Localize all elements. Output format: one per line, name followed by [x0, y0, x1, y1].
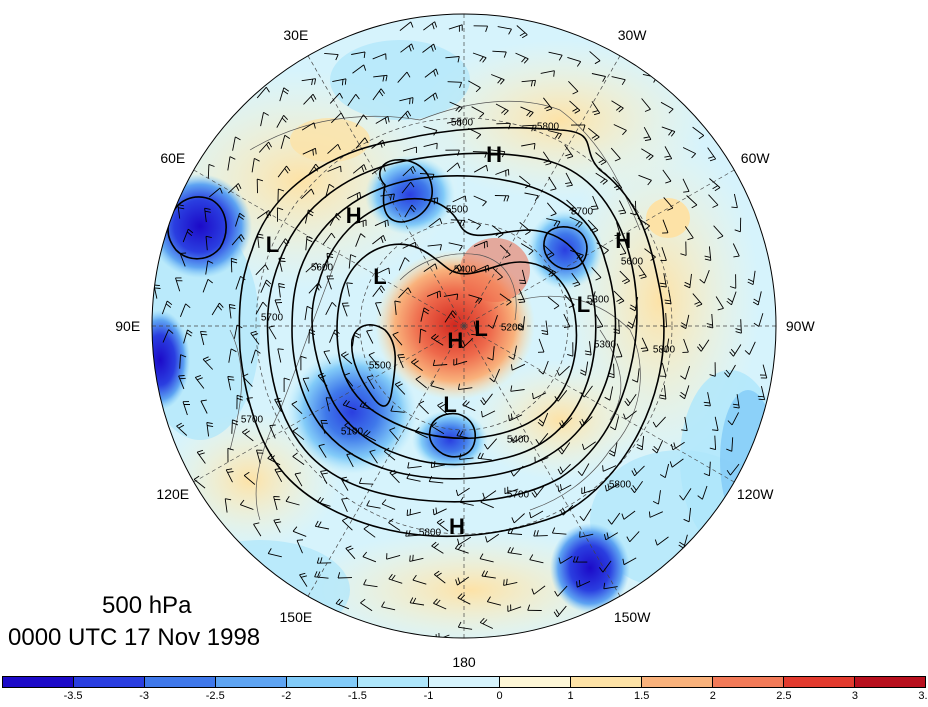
longitude-label: 120W: [737, 486, 774, 502]
contour-value-label: 5200: [501, 323, 523, 334]
contour-value-label: 5600: [311, 263, 333, 274]
colorbar-tick-label: -1.5: [348, 690, 367, 702]
colorbar-tick-label: 0: [496, 690, 502, 702]
high-center-label: H: [449, 514, 465, 540]
contour-value-label: 5800: [609, 480, 631, 491]
longitude-label: 90E: [115, 318, 140, 334]
contour-value-label: 5400: [507, 435, 529, 446]
contour-value-label: 5700: [571, 207, 593, 218]
high-center-label: H: [615, 228, 631, 254]
contour-value-label: 5800: [419, 528, 441, 539]
contour-value-label: 5500: [446, 205, 468, 216]
colorbar-swatch: [74, 677, 145, 687]
contour-value-label: 5500: [369, 361, 391, 372]
colorbar-tick-label: 3.5: [918, 690, 928, 702]
level-label: 500 hPa: [102, 592, 191, 620]
colorbar-tick-label: 1.5: [634, 690, 649, 702]
colorbar-swatch: [642, 677, 713, 687]
high-center-label: H: [447, 328, 463, 354]
contour-value-label: 5800: [537, 122, 559, 133]
high-center-label: H: [486, 142, 502, 168]
colorbar-swatch: [216, 677, 287, 687]
contour-value-label: 5700: [241, 415, 263, 426]
colorbar-swatch: [287, 677, 358, 687]
longitude-label: 30E: [283, 27, 308, 43]
low-center-label: L: [443, 392, 456, 418]
longitude-label: 90W: [786, 318, 815, 334]
contour-value-label: 5700: [261, 313, 283, 324]
contour-value-label: 5400: [454, 265, 476, 276]
colorbar-tick-label: -2.5: [206, 690, 225, 702]
colorbar-swatch: [855, 677, 925, 687]
colorbar-swatch: [500, 677, 571, 687]
colorbar-tick-label: 2.5: [776, 690, 791, 702]
colorbar-swatch: [429, 677, 500, 687]
colorbar-swatch: [784, 677, 855, 687]
time-label: 0000 UTC 17 Nov 1998: [8, 624, 260, 652]
contour-value-label: 5800: [653, 345, 675, 356]
colorbar-tick-label: 3: [852, 690, 858, 702]
colorbar-swatch: [3, 677, 74, 687]
colorbar-tick-label: -3: [139, 690, 149, 702]
colorbar-tick-label: 1: [568, 690, 574, 702]
colorbar-swatch: [571, 677, 642, 687]
colorbar-swatch: [713, 677, 784, 687]
contour-value-label: 5800: [451, 118, 473, 129]
contour-value-label: 5600: [621, 257, 643, 268]
low-center-label: L: [373, 264, 386, 290]
low-center-label: L: [266, 232, 279, 258]
contour-value-label: 5300: [594, 340, 616, 351]
longitude-label: 150W: [614, 609, 651, 625]
longitude-label: 60W: [741, 150, 770, 166]
colorbar-tick-label: -2: [281, 690, 291, 702]
colorbar-tick-label: -3.5: [64, 690, 83, 702]
longitude-label: 30W: [618, 27, 647, 43]
colorbar-swatch: [358, 677, 429, 687]
colorbar-tick-label: 2: [710, 690, 716, 702]
contour-value-label: 5700: [507, 490, 529, 501]
colorbar: [2, 676, 926, 688]
low-center-label: L: [474, 316, 487, 342]
high-center-label: H: [346, 203, 362, 229]
longitude-label: 60E: [160, 150, 185, 166]
colorbar-swatch: [145, 677, 216, 687]
contour-value-label: 5100: [341, 427, 363, 438]
longitude-label: 120E: [156, 486, 189, 502]
longitude-label: 180: [452, 654, 475, 670]
longitude-label: 150E: [280, 609, 313, 625]
contour-value-label: 5300: [587, 295, 609, 306]
colorbar-tick-label: -1: [424, 690, 434, 702]
